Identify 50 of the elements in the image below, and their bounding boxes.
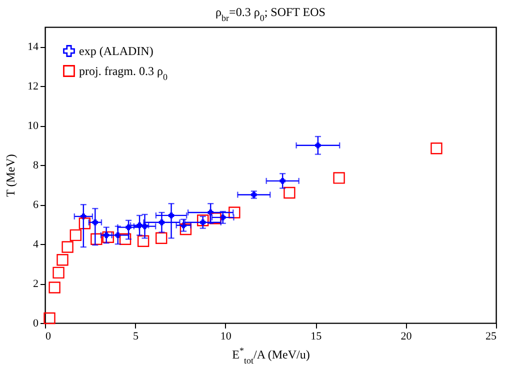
point (102, 231, 114, 244)
point (284, 186, 296, 199)
y-tick-label: 14 (28, 41, 39, 54)
y-axis-title: T (MeV) (4, 154, 18, 197)
point (44, 312, 56, 324)
point (180, 222, 186, 228)
point (92, 220, 98, 226)
x-axis-title: E$^{*}$$_{tot}$/A (MeV/u) (232, 346, 310, 366)
y-tick-label: 8 (33, 160, 39, 172)
point (80, 214, 86, 220)
point (119, 233, 132, 245)
point (430, 142, 442, 154)
x-tick-label: 25 (486, 330, 497, 342)
point (315, 142, 321, 148)
point (142, 223, 148, 230)
x-tick-label: 15 (310, 330, 322, 342)
point (168, 212, 174, 218)
point (208, 210, 214, 216)
point (90, 233, 102, 245)
point (78, 218, 91, 230)
point (228, 206, 240, 218)
point (115, 232, 121, 238)
x-tick-label: 20 (400, 330, 412, 342)
point (280, 178, 286, 184)
point (62, 241, 74, 253)
point (52, 266, 64, 279)
point (180, 223, 192, 236)
x-tick-label: 10 (220, 330, 232, 342)
point (220, 214, 226, 220)
y-tick-label: 4 (33, 238, 39, 251)
point (70, 229, 82, 242)
x-tick-label: 0 (46, 330, 52, 342)
point (158, 220, 165, 226)
y-tick-label: 10 (28, 120, 39, 132)
chart-title: ρ$_{br}$=0.3 ρ$_{0}$; SOFT EOS (216, 5, 326, 23)
y-tick-label: 0 (33, 318, 39, 330)
legend-label: exp (ALADIN) (79, 44, 154, 58)
point (156, 232, 168, 244)
point (136, 222, 142, 228)
legend-label: proj. fragm. 0.3 ρ$_{0}$ (79, 64, 168, 82)
point (137, 235, 150, 247)
point (333, 172, 345, 184)
y-tick-label: 6 (33, 199, 39, 212)
y-tick-label: 12 (28, 80, 38, 93)
point (197, 214, 209, 226)
point (56, 254, 68, 266)
point (126, 224, 132, 230)
y-tick-label: 2 (33, 278, 38, 290)
point (48, 282, 60, 294)
x-tick-label: 5 (132, 330, 139, 342)
